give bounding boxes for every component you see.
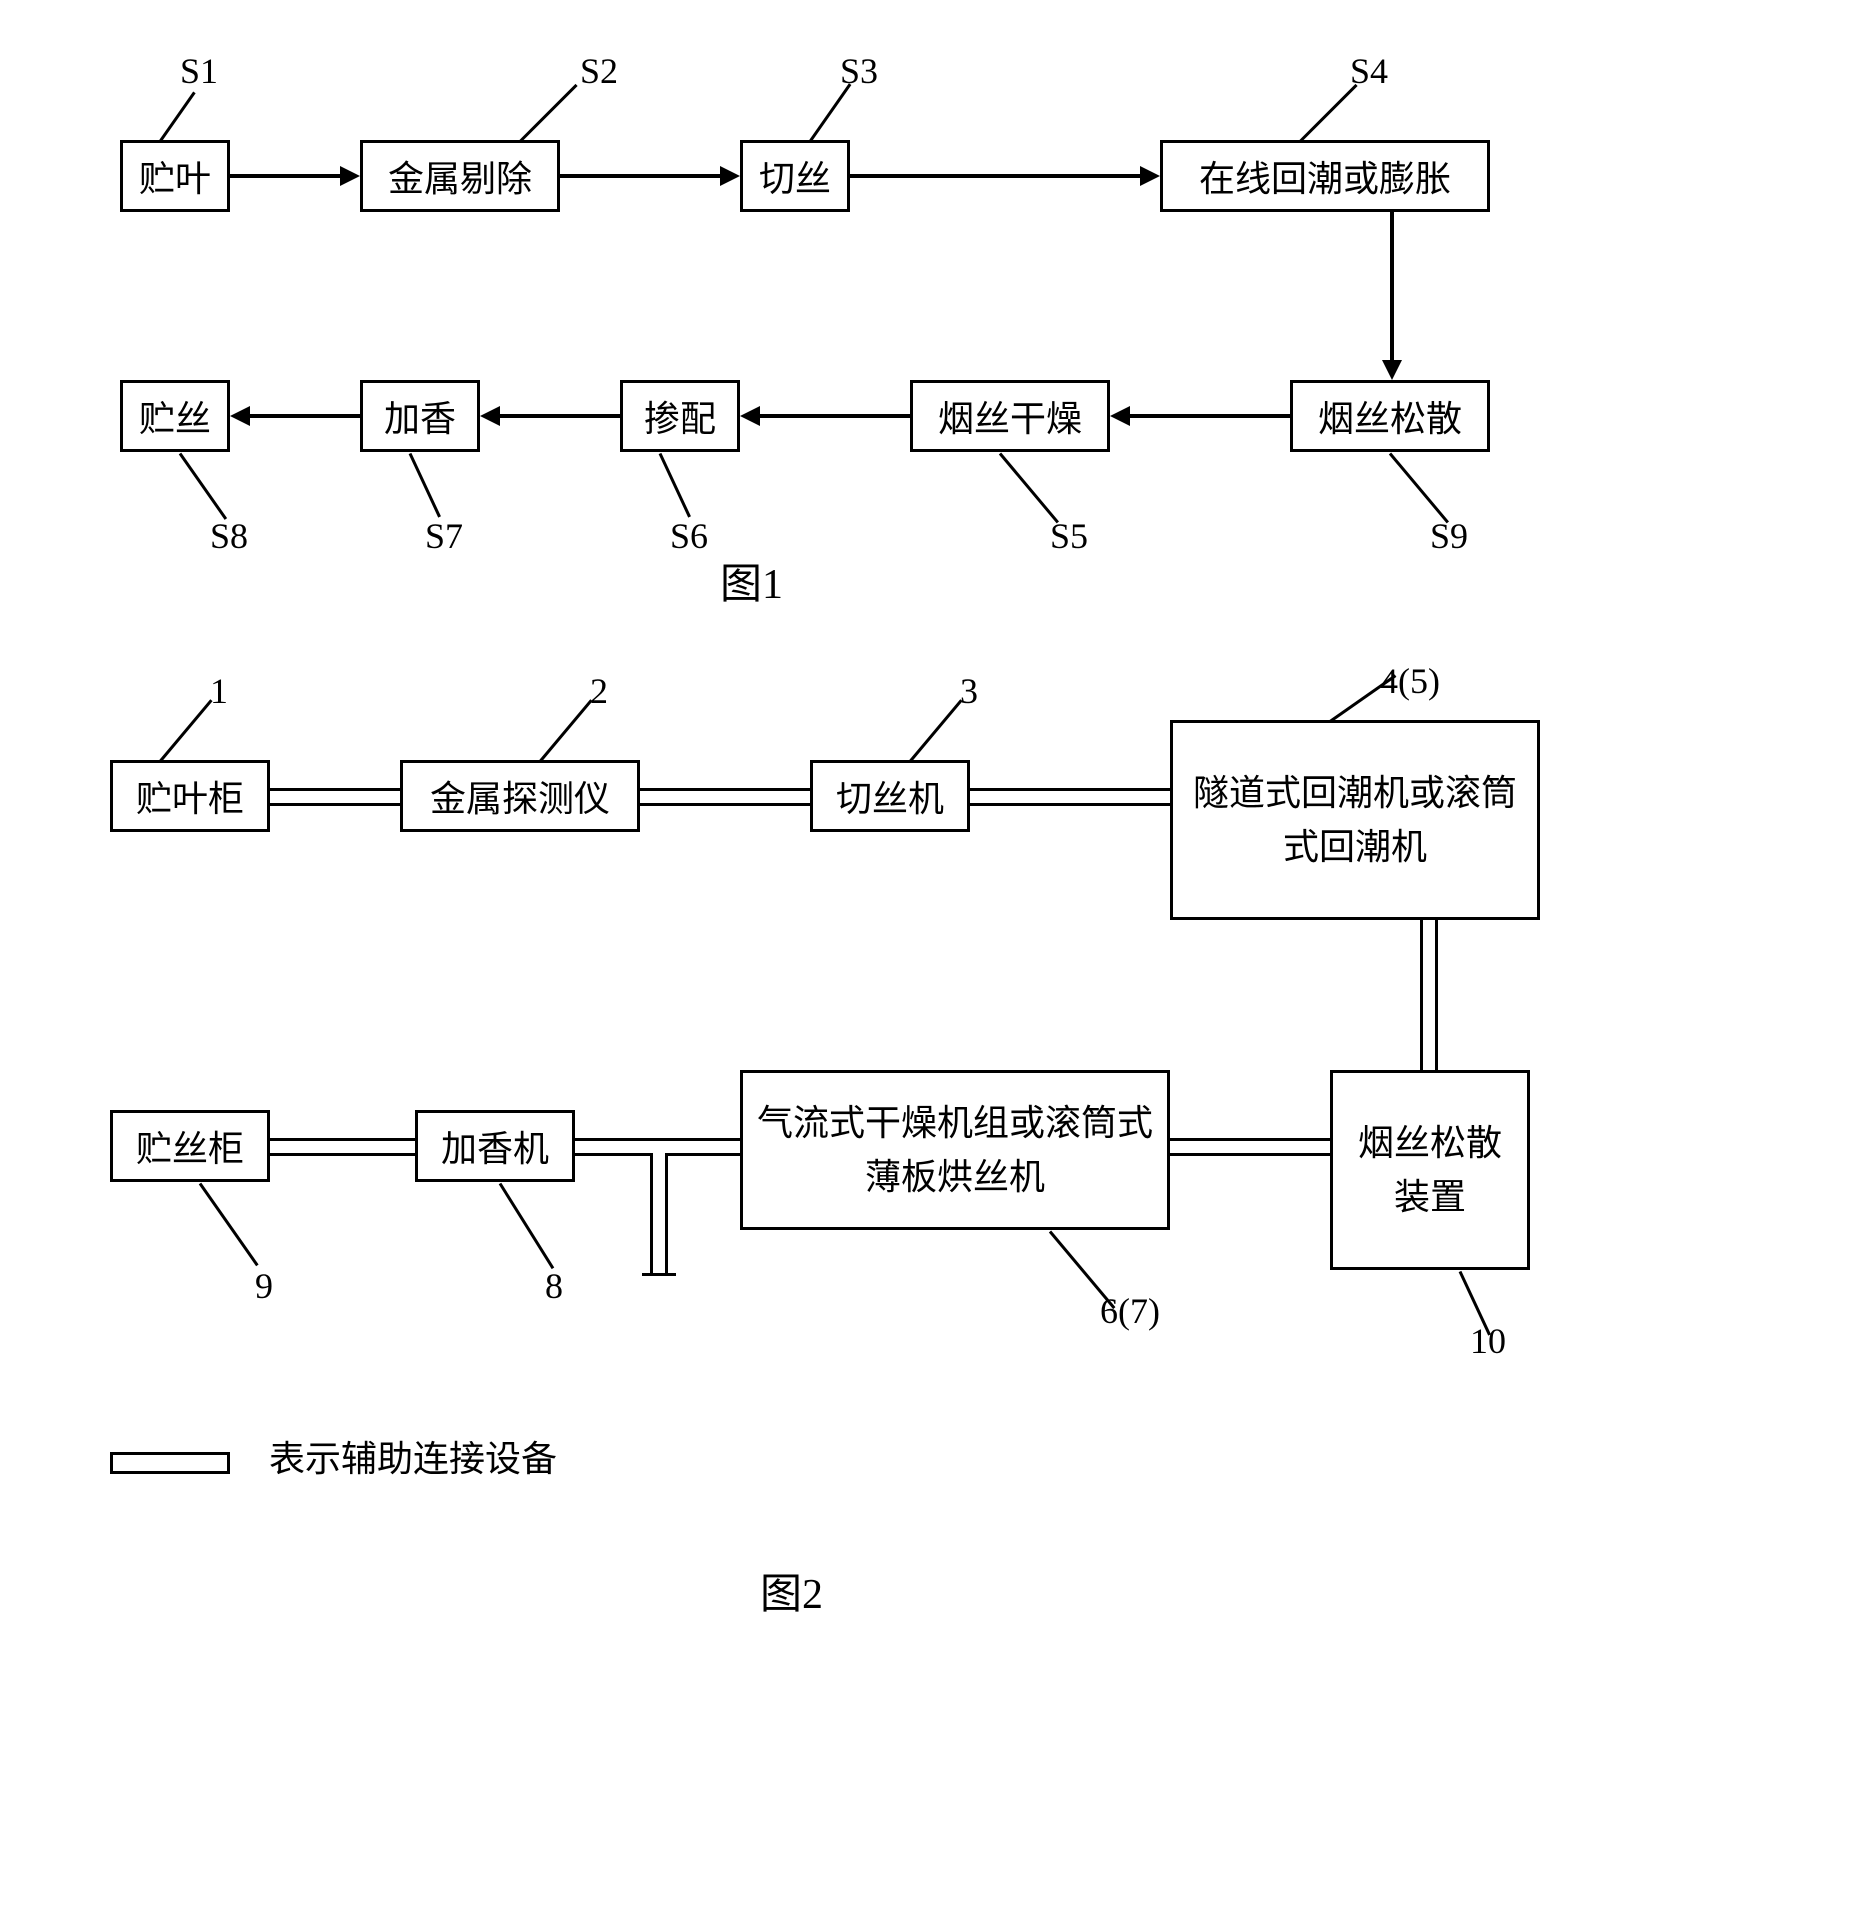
box-s8-label: 贮丝 <box>139 390 211 442</box>
tag-b9: 9 <box>255 1265 273 1307</box>
box-s9-label: 烟丝松散 <box>1318 390 1462 442</box>
leader-s2 <box>519 84 578 143</box>
box-s1: 贮叶 <box>120 140 230 212</box>
box-s1-label: 贮叶 <box>139 150 211 202</box>
tag-s1: S1 <box>180 50 218 92</box>
fig1-title: 图1 <box>720 550 783 611</box>
leader-s4 <box>1299 84 1358 143</box>
fig2-title: 图2 <box>760 1560 823 1621</box>
leader-s1 <box>159 91 196 142</box>
arrow-s6-s7-head <box>480 406 500 426</box>
leader-s7 <box>409 453 441 518</box>
box-b9-label: 贮丝柜 <box>136 1120 244 1172</box>
box-s7-label: 加香 <box>384 390 456 442</box>
leader-s8 <box>179 453 227 520</box>
tag-b2: 2 <box>590 670 608 712</box>
arrow-s5-s6-head <box>740 406 760 426</box>
leader-s9 <box>1389 453 1449 524</box>
arrow-s7-s8 <box>250 414 360 418</box>
leader-b8 <box>499 1183 555 1269</box>
box-b1-label: 贮叶柜 <box>136 770 244 822</box>
leader-b9 <box>199 1183 259 1267</box>
conn-t-junction <box>650 1153 668 1273</box>
box-s3-label: 切丝 <box>759 150 831 202</box>
tag-b3: 3 <box>960 670 978 712</box>
legend-symbol <box>110 1452 230 1474</box>
tag-s2: S2 <box>580 50 618 92</box>
arrow-s4-s9 <box>1390 212 1394 360</box>
leader-b2 <box>539 699 593 762</box>
box-s8: 贮丝 <box>120 380 230 452</box>
box-b10-label: 烟丝松散装置 <box>1345 1116 1515 1224</box>
tag-b1: 1 <box>210 670 228 712</box>
box-b3-label: 切丝机 <box>836 770 944 822</box>
leader-b6 <box>1049 1231 1116 1310</box>
arrow-s3-s4 <box>850 174 1140 178</box>
tag-b6: 6(7) <box>1100 1290 1160 1332</box>
arrow-s7-s8-head <box>230 406 250 426</box>
box-b3: 切丝机 <box>810 760 970 832</box>
conn-b3-b4 <box>970 788 1170 806</box>
legend-text: 表示辅助连接设备 <box>269 1439 557 1479</box>
tag-s8: S8 <box>210 515 248 557</box>
box-s5: 烟丝干燥 <box>910 380 1110 452</box>
conn-b2-b3 <box>640 788 810 806</box>
arrow-s1-s2-head <box>340 166 360 186</box>
box-b2: 金属探测仪 <box>400 760 640 832</box>
conn-b6-b10 <box>1170 1138 1330 1156</box>
tag-b8: 8 <box>545 1265 563 1307</box>
arrow-s5-s6 <box>760 414 910 418</box>
conn-b4-b10 <box>1420 920 1438 1070</box>
tag-b10: 10 <box>1470 1320 1506 1362</box>
arrow-s1-s2 <box>230 174 340 178</box>
tag-s7: S7 <box>425 515 463 557</box>
conn-b9-b8 <box>270 1138 415 1156</box>
conn-t-cap <box>642 1273 676 1276</box>
leader-s3 <box>809 83 852 142</box>
box-b4-label: 隧道式回潮机或滚筒式回潮机 <box>1185 766 1525 874</box>
box-b10: 烟丝松散装置 <box>1330 1070 1530 1270</box>
arrow-s3-s4-head <box>1140 166 1160 186</box>
box-b6: 气流式干燥机组或滚筒式薄板烘丝机 <box>740 1070 1170 1230</box>
box-b6-label: 气流式干燥机组或滚筒式薄板烘丝机 <box>755 1096 1155 1204</box>
box-s3: 切丝 <box>740 140 850 212</box>
box-b8: 加香机 <box>415 1110 575 1182</box>
leader-b1 <box>159 699 213 762</box>
leader-b3 <box>909 699 963 762</box>
arrow-s9-s5 <box>1130 414 1290 418</box>
box-b8-label: 加香机 <box>441 1120 549 1172</box>
leader-s6 <box>659 453 691 518</box>
arrow-s4-s9-head <box>1382 360 1402 380</box>
box-s2-label: 金属剔除 <box>388 150 532 202</box>
tag-s6: S6 <box>670 515 708 557</box>
arrow-s2-s3-head <box>720 166 740 186</box>
box-s4: 在线回潮或膨胀 <box>1160 140 1490 212</box>
arrow-s6-s7 <box>500 414 620 418</box>
box-s6-label: 掺配 <box>644 390 716 442</box>
conn-b1-b2 <box>270 788 400 806</box>
arrow-s9-s5-head <box>1110 406 1130 426</box>
figure-2: 贮叶柜 金属探测仪 切丝机 隧道式回潮机或滚筒式回潮机 1 2 3 4(5) 贮… <box>40 660 1811 1640</box>
arrow-s2-s3 <box>560 174 720 178</box>
box-b9: 贮丝柜 <box>110 1110 270 1182</box>
box-s6: 掺配 <box>620 380 740 452</box>
box-b4: 隧道式回潮机或滚筒式回潮机 <box>1170 720 1540 920</box>
box-b2-label: 金属探测仪 <box>430 770 610 822</box>
leader-s5 <box>999 453 1059 524</box>
box-s2: 金属剔除 <box>360 140 560 212</box>
box-s7: 加香 <box>360 380 480 452</box>
box-b1: 贮叶柜 <box>110 760 270 832</box>
box-s4-label: 在线回潮或膨胀 <box>1199 150 1451 202</box>
figure-1: 贮叶 金属剔除 切丝 在线回潮或膨胀 S1 S2 S3 S4 贮丝 加香 掺配 … <box>40 40 1811 600</box>
legend: 表示辅助连接设备 <box>110 1430 557 1482</box>
box-s5-label: 烟丝干燥 <box>938 390 1082 442</box>
box-s9: 烟丝松散 <box>1290 380 1490 452</box>
